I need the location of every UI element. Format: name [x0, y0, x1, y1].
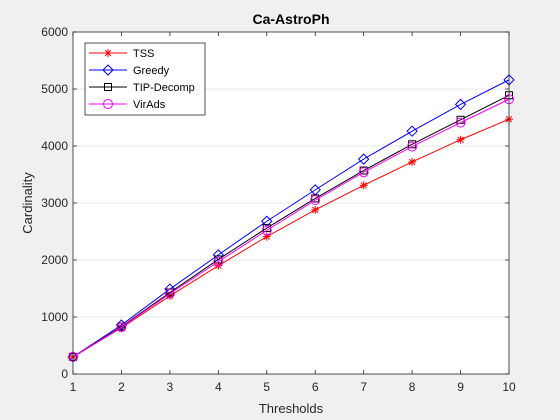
data-point	[213, 256, 224, 267]
y-tick-label: 2000	[41, 253, 68, 267]
x-tick-label: 6	[312, 380, 319, 394]
y-tick-label: 5000	[41, 82, 68, 96]
x-axis-label: Thresholds	[259, 401, 324, 416]
legend-item: TIP-Decomp	[89, 82, 195, 94]
data-point	[311, 205, 320, 214]
legend-box	[84, 42, 206, 116]
x-tick-label: 1	[70, 380, 77, 394]
data-point	[406, 125, 418, 137]
legend-marker	[103, 99, 113, 109]
chart-title: Ca-AstroPh	[252, 11, 329, 27]
legend-label: TIP-Decomp	[133, 82, 195, 94]
x-tick-label: 7	[360, 380, 367, 394]
y-tick-label: 0	[61, 367, 68, 381]
legend-item: VirAds	[89, 99, 166, 111]
axis-ticks: 0 1000 2000 3000 4000 5000 6000 1 2 3 4 5 6 7 8 9 10	[41, 25, 516, 394]
legend-marker	[104, 83, 112, 91]
x-tick-label: 5	[263, 380, 270, 394]
data-point	[261, 225, 272, 236]
legend-item: TSS	[89, 48, 154, 60]
data-point	[357, 153, 370, 165]
legend-label: TSS	[133, 48, 154, 60]
legend-marker	[102, 64, 114, 76]
legend-item: Greedy	[89, 64, 170, 77]
y-axis-label: Cardinality	[20, 172, 35, 234]
y-tick-label: 3000	[41, 196, 68, 210]
data-point	[359, 181, 368, 190]
data-point	[456, 135, 465, 144]
legend-label: Greedy	[133, 65, 170, 77]
legend-label: VirAds	[133, 99, 166, 111]
x-tick-label: 9	[457, 380, 464, 394]
data-point	[358, 167, 369, 178]
series-line	[72, 118, 510, 358]
series-line	[72, 79, 510, 358]
data-point	[164, 288, 175, 299]
y-tick-label: 4000	[41, 139, 68, 153]
grid	[73, 88, 509, 318]
data-point	[310, 195, 321, 206]
data-point	[407, 141, 418, 152]
x-tick-label: 2	[118, 380, 125, 394]
legend-marker	[104, 49, 112, 57]
x-tick-label: 4	[215, 380, 222, 394]
legend: TSS Greedy TIP-Decomp VirAds	[84, 42, 206, 116]
y-tick-label: 1000	[41, 310, 68, 324]
x-tick-label: 8	[409, 380, 416, 394]
series-line	[72, 98, 510, 358]
data-point	[454, 98, 467, 111]
data-point	[455, 117, 466, 128]
x-tick-label: 3	[167, 380, 174, 394]
series-line	[72, 94, 510, 358]
y-tick-label: 6000	[41, 25, 68, 39]
x-tick-label: 10	[502, 380, 516, 394]
data-point	[408, 157, 417, 166]
data-point	[116, 322, 127, 333]
